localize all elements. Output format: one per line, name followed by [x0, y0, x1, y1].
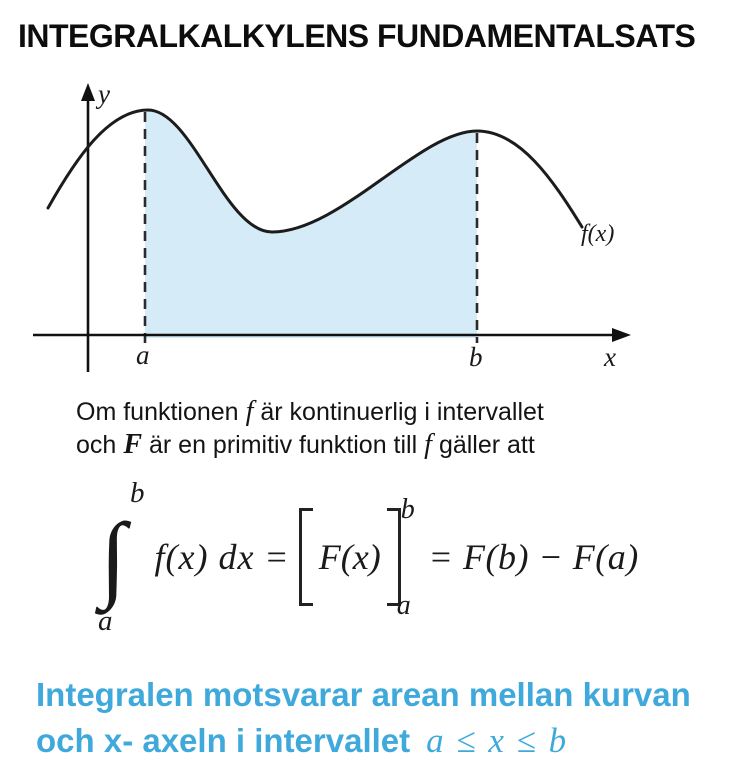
integral-upper-limit: b	[130, 477, 145, 509]
right-bracket	[386, 508, 401, 606]
statement-text: är kontinuerlig i intervallet	[260, 398, 544, 426]
curve-label-fx: f(x)	[581, 221, 614, 247]
math-var-f: f	[245, 396, 254, 427]
math-var-f: f	[424, 429, 432, 460]
integrand: f(x) dx	[154, 537, 255, 577]
integral-sign-icon: ∫	[100, 503, 127, 610]
y-axis-arrow	[81, 83, 95, 101]
equals-sign-1: =	[266, 537, 287, 577]
integral-lower-limit: a	[98, 605, 113, 637]
function-graph: y x a b f(x)	[33, 79, 631, 372]
antiderivative: F(x)	[318, 537, 381, 577]
integral-area	[145, 110, 477, 338]
integral-with-limits: b ∫ a	[94, 478, 145, 636]
statement-text: och	[76, 431, 117, 459]
bracket-lower-limit: a	[396, 590, 411, 621]
fundamental-theorem-formula: b ∫ a f(x) dx = F(x) b a = F(b) − F(a)	[94, 478, 639, 636]
x-axis-arrow	[612, 328, 631, 342]
limit-label-a: a	[136, 340, 150, 370]
statement-text: gäller att	[438, 431, 535, 459]
page-title: INTEGRALKALKYLENS FUNDAMENTALSATS	[18, 18, 696, 54]
conclusion-line-2-text: och x- axeln i intervallet	[36, 722, 411, 759]
right-bracket-with-limits: b a	[381, 496, 415, 620]
conclusion-line-1: Integralen motsvarar arean mellan kurvan	[36, 676, 691, 713]
left-bracket	[298, 508, 313, 606]
theorem-statement: Om funktionen f är kontinuerlig i interval…	[76, 396, 676, 462]
y-axis-label: y	[95, 79, 110, 109]
bracket-upper-limit: b	[400, 494, 415, 525]
limit-label-b: b	[469, 342, 483, 372]
evaluation-result: F(b) − F(a)	[463, 537, 639, 577]
math-var-F: F	[123, 429, 142, 460]
interval-inequality: a ≤ x ≤ b	[426, 721, 569, 760]
conclusion-text: Integralen motsvarar arean mellan kurvan…	[36, 672, 691, 764]
statement-text: Om funktionen	[76, 398, 239, 426]
statement-line-1: Om funktionen f är kontinuerlig i interval…	[76, 396, 676, 429]
function-curve	[46, 108, 584, 234]
conclusion-line-2: och x- axeln i intervallet a ≤ x ≤ b	[36, 718, 691, 764]
equals-sign-2: =	[430, 537, 452, 577]
statement-text: är en primitiv funktion till	[149, 431, 418, 459]
x-axis-label: x	[603, 342, 616, 372]
